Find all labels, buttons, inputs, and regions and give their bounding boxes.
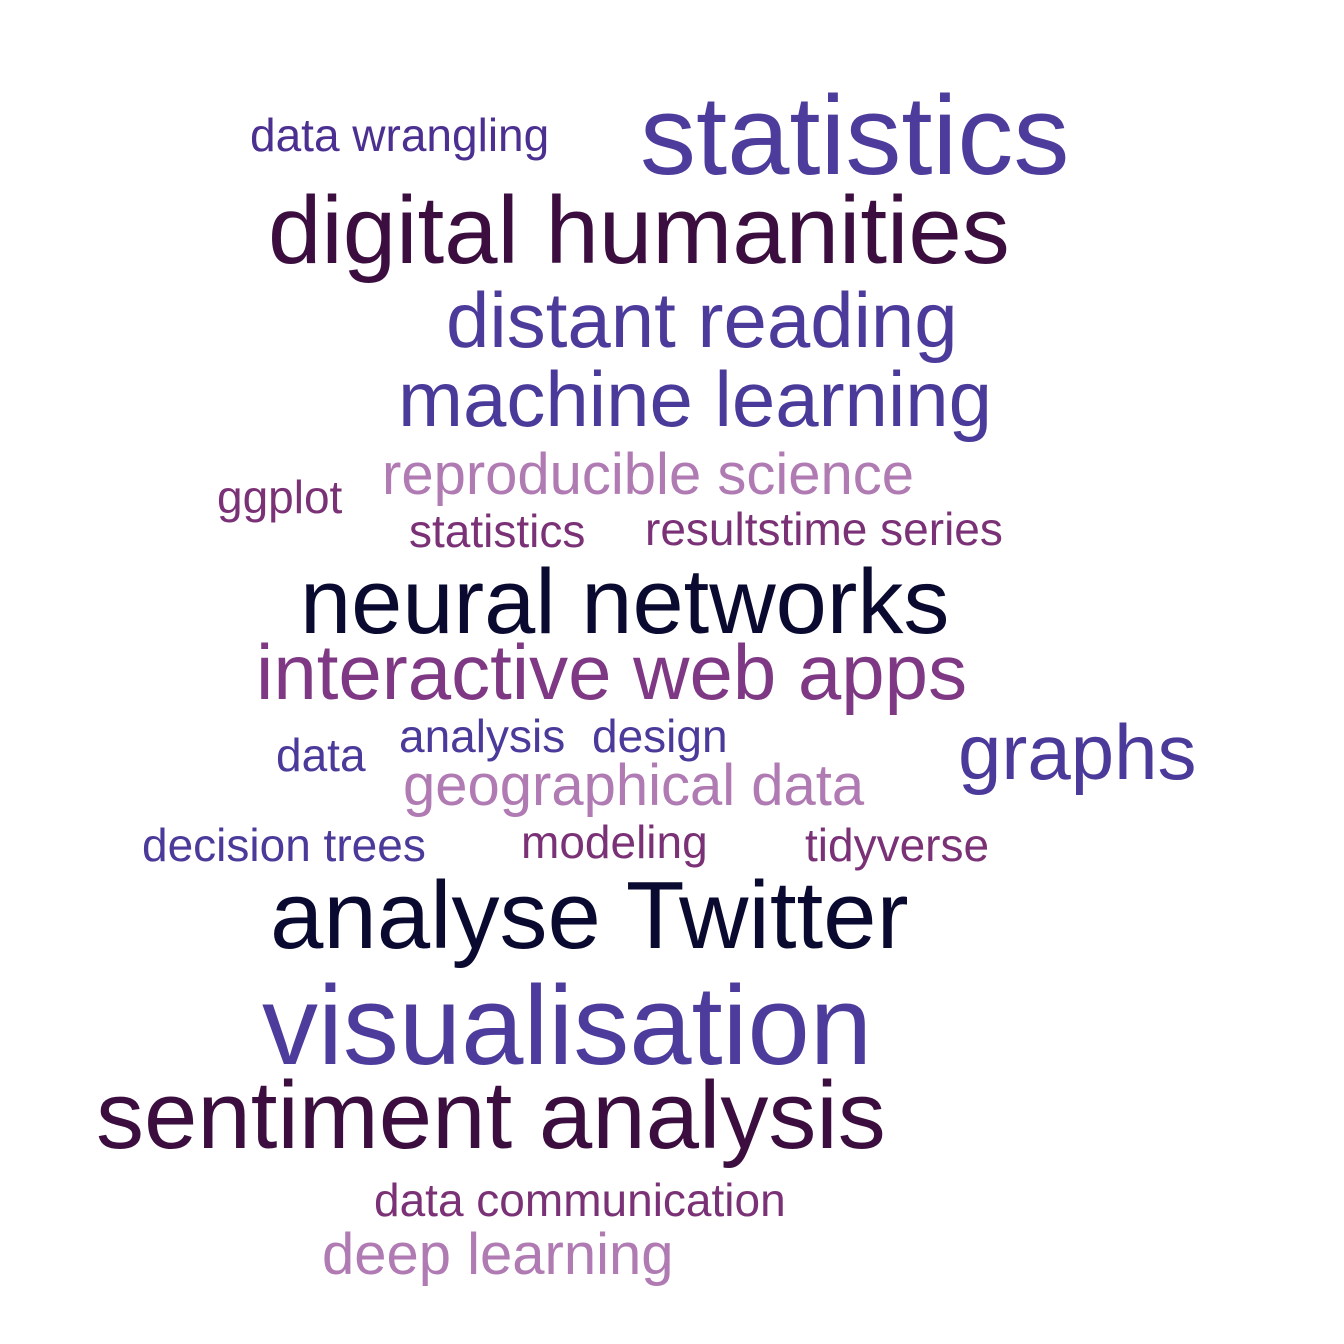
word-data-wrangling: data wrangling: [250, 109, 550, 161]
word-ggplot: ggplot: [217, 471, 343, 523]
word-visualisation: visualisation: [262, 963, 873, 1088]
word-tidyverse: tidyverse: [805, 819, 990, 871]
word-distant-reading: distant reading: [446, 276, 958, 364]
word-analyse-twitter: analyse Twitter: [270, 862, 909, 969]
word-data: data: [276, 729, 366, 781]
word-machine-learning: machine learning: [398, 355, 993, 443]
word-decision-trees: decision trees: [142, 819, 426, 871]
word-neural-networks: neural networks: [300, 551, 950, 653]
word-digital-humanities: digital humanities: [268, 177, 1010, 284]
word-deep-learning: deep learning: [322, 1222, 674, 1287]
word-interactive-web-apps: interactive web apps: [256, 628, 968, 716]
word-design: design: [592, 710, 728, 762]
word-analysis: analysis: [399, 710, 566, 762]
word-statistics-small: statistics: [409, 505, 586, 557]
word-geographical-data: geographical data: [403, 753, 865, 818]
word-graphs: graphs: [958, 708, 1197, 796]
word-modeling: modeling: [521, 816, 708, 868]
word-sentiment-analysis: sentiment analysis: [96, 1062, 886, 1169]
word-resultstime-series: resultstime series: [645, 503, 1003, 555]
word-data-communication: data communication: [374, 1174, 786, 1226]
word-reproducible-science: reproducible science: [382, 442, 914, 507]
word-statistics-large: statistics: [640, 73, 1070, 198]
